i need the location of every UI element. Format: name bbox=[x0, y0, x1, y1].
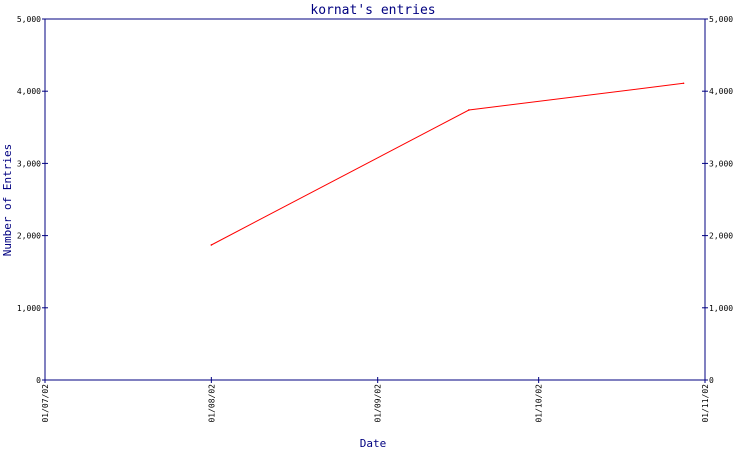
y-axis-left: 0 1,000 2,000 3,000 4,000 5,000 bbox=[17, 15, 48, 385]
y-axis-right: 0 1,000 2,000 3,000 4,000 5,000 bbox=[702, 15, 733, 385]
data-point bbox=[682, 82, 685, 85]
data-point bbox=[468, 109, 470, 111]
y-tick-label-right: 4,000 bbox=[709, 87, 733, 96]
y-axis-title: Number of Entries bbox=[1, 144, 14, 257]
y-tick-label-right: 3,000 bbox=[709, 159, 733, 168]
y-tick-label-right: 1,000 bbox=[709, 304, 733, 313]
y-tick-label-left: 0 bbox=[36, 376, 41, 385]
y-tick-label-left: 3,000 bbox=[17, 159, 41, 168]
x-tick-label: 01/08/02 bbox=[207, 384, 216, 423]
x-tick-label: 01/11/02 bbox=[701, 384, 710, 423]
series-line bbox=[211, 82, 684, 246]
series-layer bbox=[210, 82, 685, 246]
y-tick-label-left: 2,000 bbox=[17, 232, 41, 241]
x-tick-label: 01/10/02 bbox=[535, 384, 544, 423]
x-axis: 01/07/02 01/08/02 01/09/02 01/10/02 01/11/02 bbox=[41, 377, 710, 423]
y-tick-label-right: 0 bbox=[709, 376, 714, 385]
y-tick-label-left: 4,000 bbox=[17, 87, 41, 96]
x-axis-title: Date bbox=[360, 437, 387, 450]
x-tick-label: 01/07/02 bbox=[41, 384, 50, 423]
y-tick-label-right: 2,000 bbox=[709, 232, 733, 241]
y-tick-label-left: 5,000 bbox=[17, 15, 41, 24]
y-tick-label-right: 5,000 bbox=[709, 15, 733, 24]
y-tick-label-left: 1,000 bbox=[17, 304, 41, 313]
plot-area bbox=[44, 18, 706, 381]
data-point bbox=[210, 244, 213, 246]
x-tick-label: 01/09/02 bbox=[374, 384, 383, 423]
chart-title: kornat's entries bbox=[310, 3, 435, 18]
